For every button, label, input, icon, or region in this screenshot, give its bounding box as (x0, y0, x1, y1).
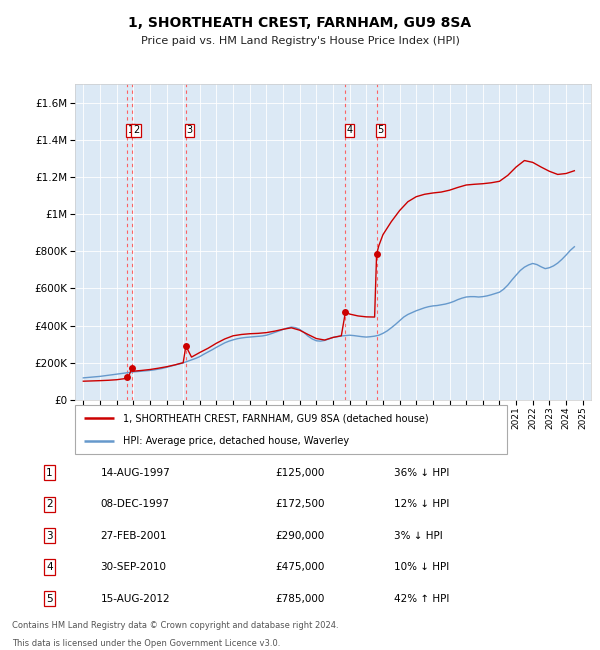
Text: This data is licensed under the Open Government Licence v3.0.: This data is licensed under the Open Gov… (12, 639, 280, 648)
Text: HPI: Average price, detached house, Waverley: HPI: Average price, detached house, Wave… (122, 436, 349, 445)
Text: £125,000: £125,000 (275, 468, 325, 478)
Text: 2: 2 (46, 499, 53, 509)
Text: £785,000: £785,000 (275, 593, 325, 603)
Text: £172,500: £172,500 (275, 499, 325, 509)
Text: 1, SHORTHEATH CREST, FARNHAM, GU9 8SA: 1, SHORTHEATH CREST, FARNHAM, GU9 8SA (128, 16, 472, 31)
Text: 1: 1 (128, 125, 134, 135)
Text: 4: 4 (46, 562, 53, 572)
Text: 36% ↓ HPI: 36% ↓ HPI (394, 468, 449, 478)
Text: 12% ↓ HPI: 12% ↓ HPI (394, 499, 449, 509)
FancyBboxPatch shape (75, 405, 507, 454)
Text: 5: 5 (46, 593, 53, 603)
Text: 5: 5 (377, 125, 383, 135)
Text: 1, SHORTHEATH CREST, FARNHAM, GU9 8SA (detached house): 1, SHORTHEATH CREST, FARNHAM, GU9 8SA (d… (122, 413, 428, 423)
Text: £290,000: £290,000 (275, 530, 325, 541)
Text: 42% ↑ HPI: 42% ↑ HPI (394, 593, 449, 603)
Text: 2: 2 (133, 125, 139, 135)
Text: 14-AUG-1997: 14-AUG-1997 (100, 468, 170, 478)
Text: 10% ↓ HPI: 10% ↓ HPI (394, 562, 449, 572)
Text: Contains HM Land Registry data © Crown copyright and database right 2024.: Contains HM Land Registry data © Crown c… (12, 621, 338, 629)
Text: 08-DEC-1997: 08-DEC-1997 (100, 499, 169, 509)
Text: 1: 1 (46, 468, 53, 478)
Text: 15-AUG-2012: 15-AUG-2012 (100, 593, 170, 603)
Text: 27-FEB-2001: 27-FEB-2001 (100, 530, 167, 541)
Text: 3% ↓ HPI: 3% ↓ HPI (394, 530, 442, 541)
Text: 30-SEP-2010: 30-SEP-2010 (100, 562, 166, 572)
Text: Price paid vs. HM Land Registry's House Price Index (HPI): Price paid vs. HM Land Registry's House … (140, 36, 460, 46)
Text: £475,000: £475,000 (275, 562, 325, 572)
Text: 3: 3 (187, 125, 193, 135)
Text: 3: 3 (46, 530, 53, 541)
Text: 4: 4 (346, 125, 352, 135)
